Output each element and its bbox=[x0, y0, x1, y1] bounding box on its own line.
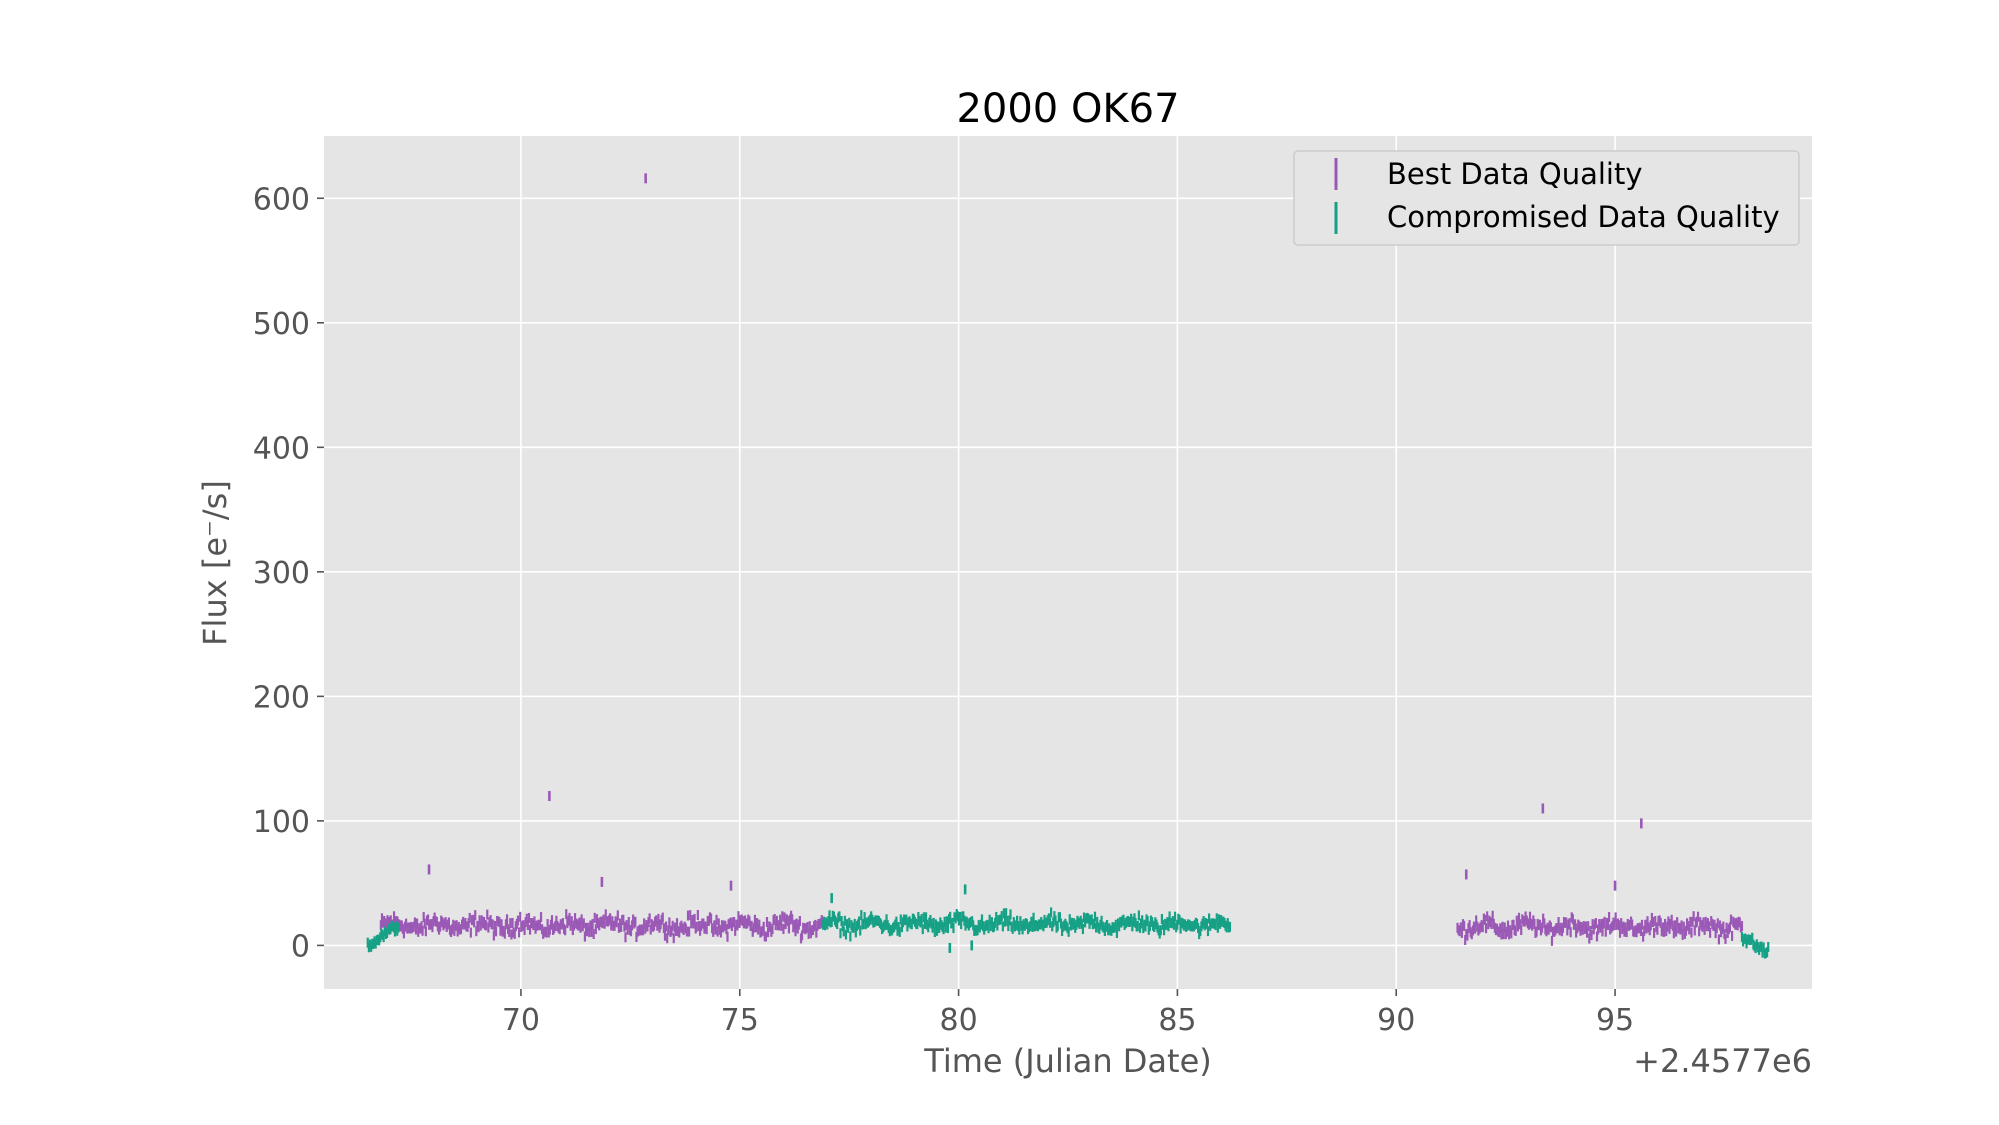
legend-box bbox=[1293, 150, 1800, 246]
x-tick-label: 85 bbox=[1158, 1003, 1196, 1038]
x-tick-label: 80 bbox=[939, 1003, 977, 1038]
y-tick-label: 300 bbox=[253, 556, 310, 591]
legend: Best Data Quality Compromised Data Quali… bbox=[1293, 150, 1800, 246]
x-tick-label: 75 bbox=[721, 1003, 759, 1038]
series-compromised bbox=[366, 884, 1770, 959]
legend-label-compromised: Compromised Data Quality bbox=[1387, 200, 1780, 234]
y-tick-label: 400 bbox=[253, 431, 310, 466]
y-tick-label: 500 bbox=[253, 307, 310, 342]
x-tick-label: 70 bbox=[502, 1003, 540, 1038]
y-tick-label: 200 bbox=[253, 680, 310, 715]
y-axis-label: Flux [e⁻/s] bbox=[196, 480, 234, 646]
y-tick-label: 100 bbox=[253, 805, 310, 840]
x-axis-ticks: 70 75 80 85 90 95 bbox=[502, 989, 1634, 1038]
x-tick-label: 90 bbox=[1377, 1003, 1415, 1038]
y-tick-label: 600 bbox=[253, 182, 310, 217]
x-tick-label: 95 bbox=[1596, 1003, 1634, 1038]
x-axis-label: Time (Julian Date) bbox=[923, 1042, 1212, 1080]
legend-label-best: Best Data Quality bbox=[1387, 157, 1643, 191]
plot-area bbox=[324, 136, 1812, 989]
y-tick-label: 0 bbox=[291, 929, 310, 964]
chart-title: 2000 OK67 bbox=[956, 86, 1179, 132]
y-axis-ticks: 0 100 200 300 400 500 600 bbox=[253, 182, 324, 964]
x-axis-offset-label: +2.4577e6 bbox=[1633, 1042, 1812, 1080]
data-marks bbox=[366, 173, 1770, 959]
